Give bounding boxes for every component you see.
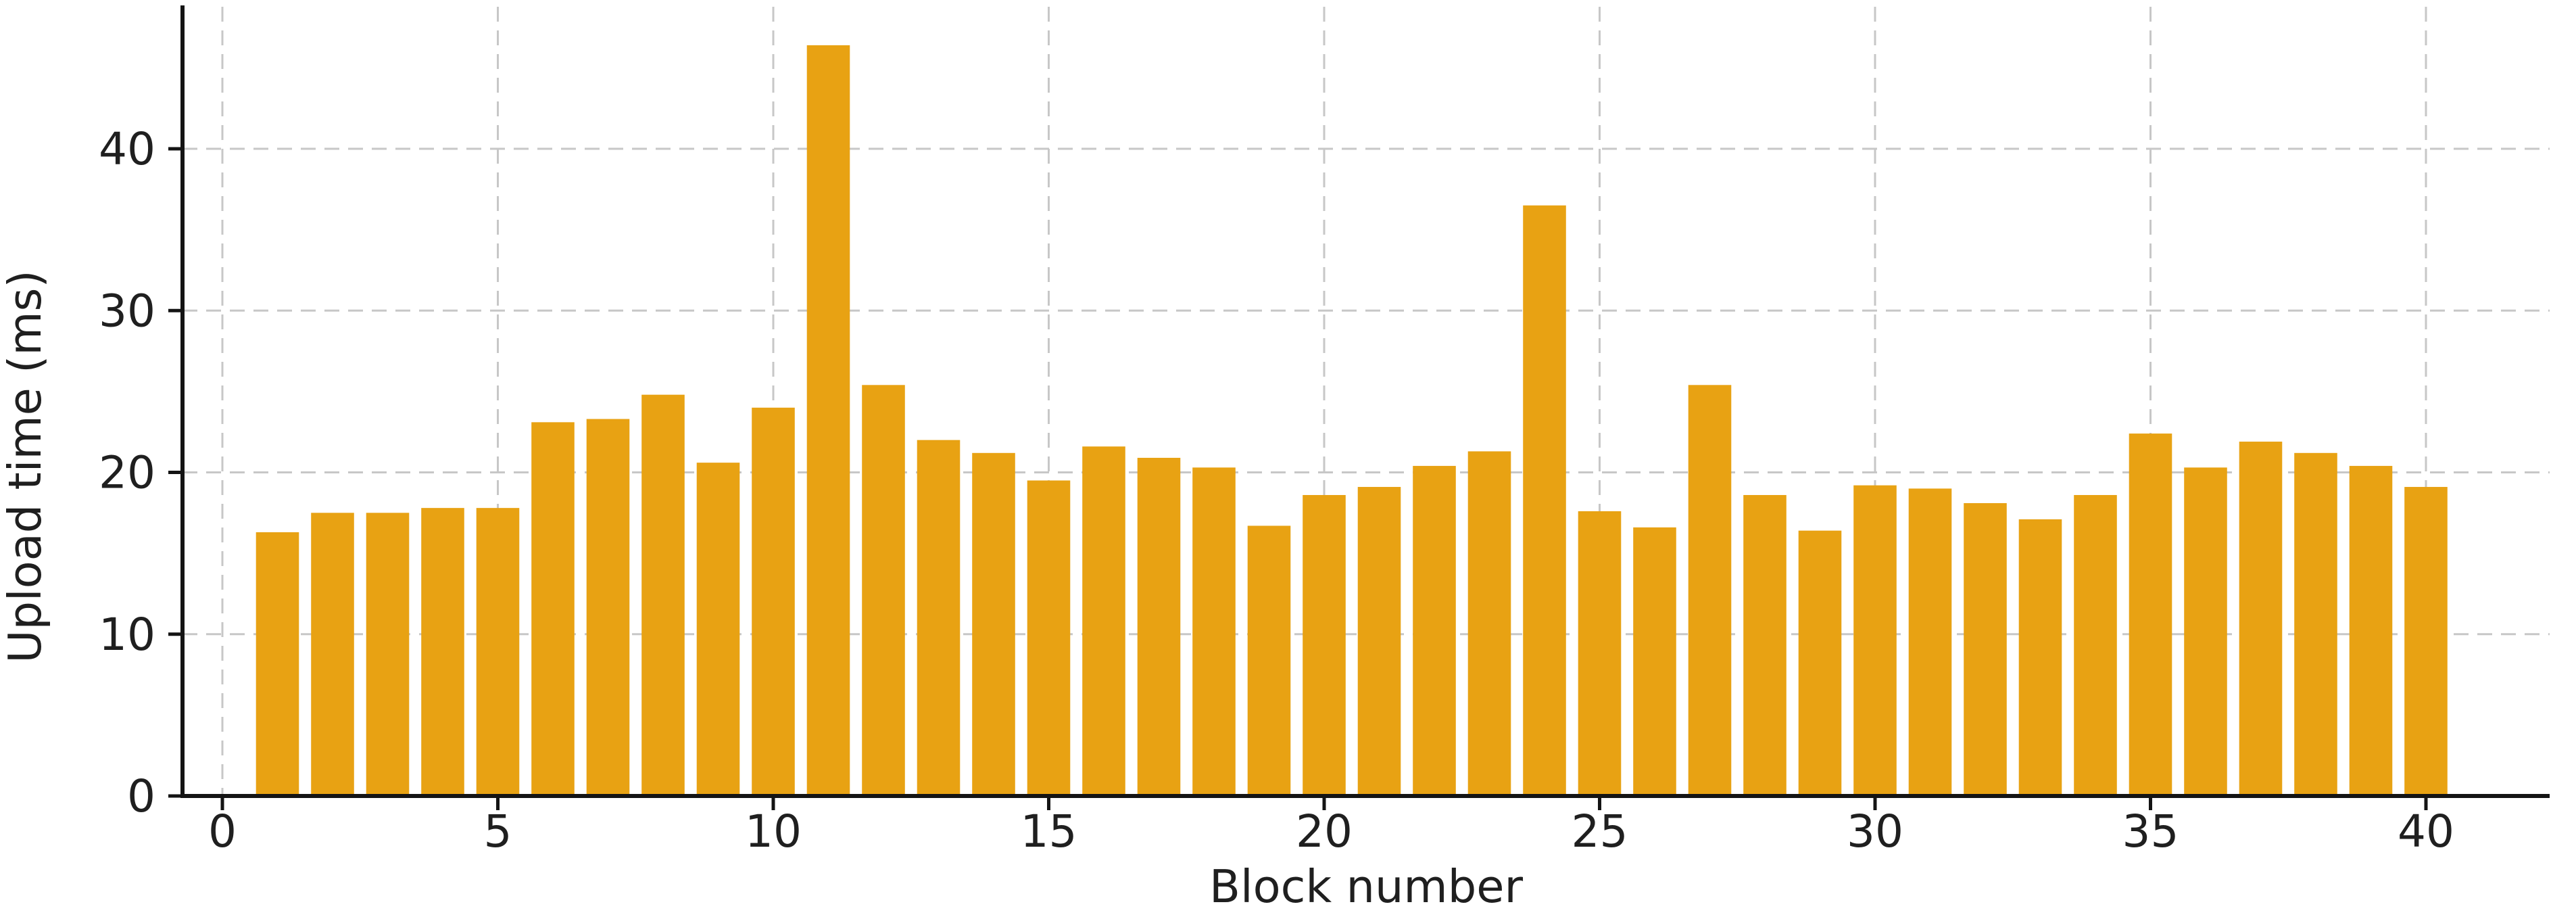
x-tick-label-35: 35 <box>2122 805 2179 858</box>
bar-block-8 <box>641 394 685 796</box>
x-tick-label-20: 20 <box>1296 805 1353 858</box>
bar-block-13 <box>917 440 961 796</box>
bar-block-4 <box>421 508 464 796</box>
x-tick-label-10: 10 <box>745 805 802 858</box>
bar-block-30 <box>1853 485 1897 796</box>
x-tick-label-15: 15 <box>1021 805 1077 858</box>
bar-block-21 <box>1357 487 1401 796</box>
bar-block-23 <box>1467 451 1511 796</box>
bar-block-5 <box>476 508 520 796</box>
bar-block-26 <box>1633 527 1676 796</box>
y-tick-label-40: 40 <box>99 123 155 175</box>
bar-block-35 <box>2129 433 2172 796</box>
x-tick-label-30: 30 <box>1847 805 1903 858</box>
x-tick-label-40: 40 <box>2398 805 2454 858</box>
bar-block-7 <box>586 419 630 796</box>
bar-block-24 <box>1523 205 1566 796</box>
bar-block-20 <box>1303 494 1346 796</box>
bar-block-3 <box>366 513 410 796</box>
bar-block-2 <box>311 513 354 796</box>
bar-block-22 <box>1413 465 1456 796</box>
bar-block-15 <box>1027 480 1071 796</box>
bar-block-31 <box>1908 488 1952 796</box>
bar-block-29 <box>1798 530 1842 796</box>
bar-block-25 <box>1578 511 1622 796</box>
bar-block-37 <box>2239 442 2283 796</box>
bar-block-38 <box>2294 452 2337 796</box>
bar-block-40 <box>2404 487 2448 796</box>
bar-block-27 <box>1688 385 1732 796</box>
bar-block-32 <box>1964 502 2007 796</box>
y-tick-label-20: 20 <box>99 447 155 499</box>
y-tick-label-10: 10 <box>99 609 155 661</box>
bar-block-14 <box>972 452 1015 796</box>
bar-block-16 <box>1082 446 1125 796</box>
bar-block-36 <box>2184 467 2227 796</box>
bar-block-1 <box>256 532 299 796</box>
bar-block-39 <box>2349 465 2393 796</box>
bar-block-18 <box>1192 467 1236 796</box>
y-tick-label-0: 0 <box>127 770 155 822</box>
y-tick-label-30: 30 <box>99 285 155 337</box>
bar-block-28 <box>1743 494 1787 796</box>
bar-block-17 <box>1137 457 1181 796</box>
y-axis-label: Upload time (ms) <box>0 270 51 663</box>
x-tick-label-5: 5 <box>484 805 512 858</box>
x-tick-label-25: 25 <box>1572 805 1628 858</box>
bar-block-19 <box>1247 525 1291 796</box>
bar-block-6 <box>531 422 575 796</box>
bar-block-11 <box>806 45 850 796</box>
bar-block-33 <box>2018 519 2062 796</box>
bar-block-12 <box>862 385 905 796</box>
x-axis-label: Block number <box>1209 860 1523 913</box>
bar-block-10 <box>752 407 795 796</box>
x-tick-label-0: 0 <box>208 805 237 858</box>
bar-block-34 <box>2074 494 2117 796</box>
bar-block-9 <box>696 463 740 796</box>
